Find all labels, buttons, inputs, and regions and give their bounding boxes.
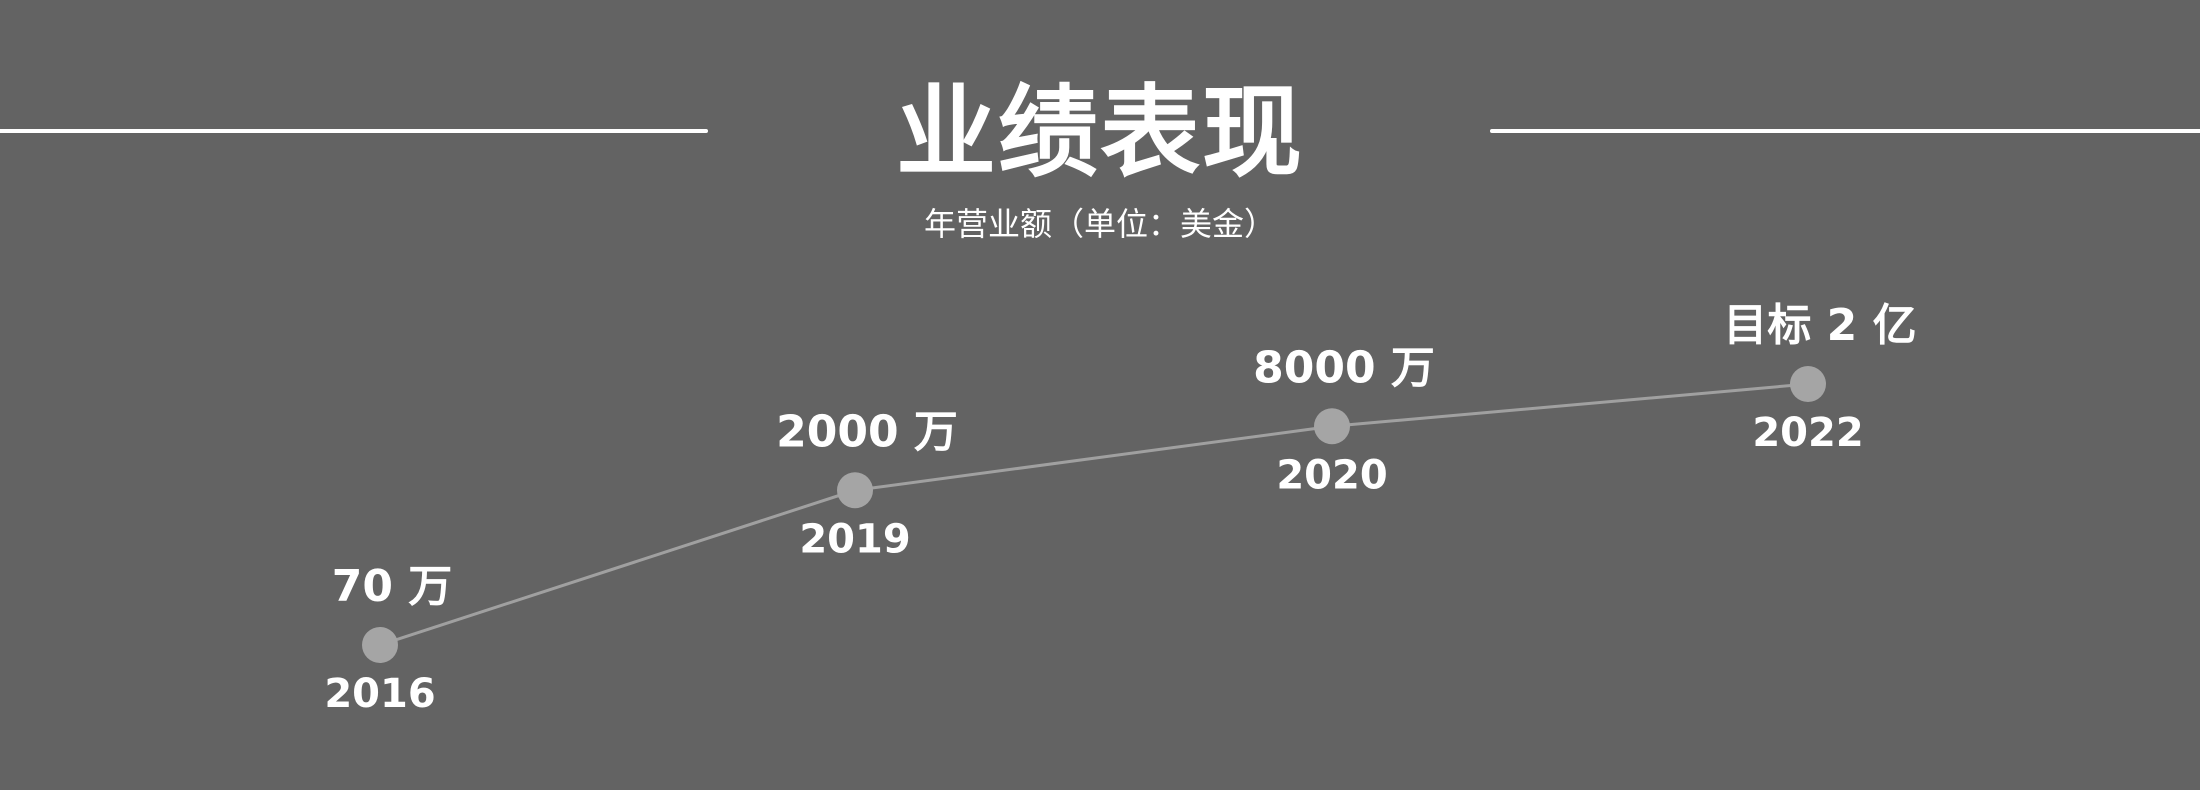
chart-title: 业绩表现	[896, 74, 1304, 191]
data-label-2022: 目标 2 亿	[1723, 300, 1916, 351]
title-rule-right	[1490, 129, 2200, 133]
data-point-2022	[1790, 366, 1826, 402]
data-point-2020	[1314, 408, 1350, 445]
data-label-2019: 2000 万	[776, 406, 958, 457]
series-line	[379, 382, 1809, 647]
year-label-2019: 2019	[799, 516, 910, 562]
year-label-2022: 2022	[1752, 410, 1863, 456]
data-label-2020: 8000 万	[1253, 342, 1435, 393]
data-point-2019	[837, 472, 873, 509]
data-label-2016: 70 万	[332, 561, 453, 612]
chart-subtitle: 年营业额（单位：美金）	[923, 205, 1276, 243]
year-label-2020: 2020	[1276, 452, 1387, 498]
data-point-2016	[362, 627, 398, 663]
year-label-2016: 2016	[324, 671, 435, 717]
title-rule-left	[0, 129, 708, 133]
